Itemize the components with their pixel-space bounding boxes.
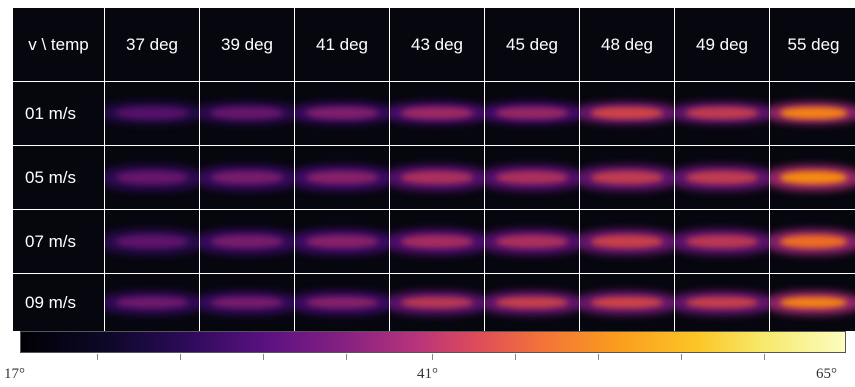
thermal-image [200,82,294,145]
thermal-image [675,210,769,273]
row-header: 05 m/s [13,146,104,209]
thermal-image [675,82,769,145]
thermal-image [675,274,769,331]
thermal-core [401,171,473,184]
thermal-core [116,171,188,184]
thermal-image [485,82,579,145]
thermal-image [295,82,389,145]
thermal-core [211,296,283,309]
row-header: 01 m/s [13,82,104,145]
thermal-image [105,82,199,145]
thermal-image [390,146,484,209]
colorbar-min-label: 17° [4,366,25,382]
thermal-core [306,171,378,184]
colorbar-tick [180,354,181,360]
thermal-core [211,107,283,119]
thermal-core [591,235,663,248]
thermal-core [401,296,473,309]
thermal-core [496,171,568,184]
thermal-core [496,296,568,309]
thermal-core [780,107,847,119]
thermal-core [306,235,378,248]
column-header: 49 deg [675,8,769,81]
thermal-core [401,107,473,119]
thermal-core [496,107,568,119]
thermal-image [485,274,579,331]
thermal-image [105,210,199,273]
column-header: 48 deg [580,8,674,81]
thermal-image [295,274,389,331]
colorbar-tick [681,354,682,360]
corner-label: v \ temp [13,8,104,81]
thermal-core [116,296,188,309]
colorbar-tick [515,354,516,360]
colorbar-tick [263,354,264,360]
thermal-image [390,274,484,331]
column-header: 39 deg [200,8,294,81]
thermal-image [105,274,199,331]
thermal-core [591,296,663,309]
thermal-image [105,146,199,209]
thermal-core [780,235,847,248]
thermal-image [580,82,674,145]
thermal-core [211,171,283,184]
thermal-core [496,235,568,248]
colorbar-tick [432,354,433,360]
thermal-image [200,210,294,273]
colorbar [20,331,846,353]
column-header: 37 deg [105,8,199,81]
thermal-core [780,171,847,184]
colorbar-max-label: 65° [816,366,837,382]
thermal-image [770,82,855,145]
thermal-core [401,235,473,248]
thermal-core [686,296,758,309]
colorbar-tick [764,354,765,360]
column-header: 45 deg [485,8,579,81]
column-header: 43 deg [390,8,484,81]
thermal-image [200,146,294,209]
thermal-core [306,296,378,309]
thermal-core [686,235,758,248]
thermal-image [770,274,855,331]
colorbar-tick [346,354,347,360]
thermal-image [675,146,769,209]
thermal-image [580,210,674,273]
colorbar-tick [598,354,599,360]
thermal-core [591,107,663,119]
thermal-image [295,146,389,209]
thermal-image-grid: v \ temp 37 deg 39 deg 41 deg 43 deg 45 … [13,8,855,331]
colorbar-tick [97,354,98,360]
thermal-image [390,82,484,145]
colorbar-gradient [21,332,845,352]
thermal-image [390,210,484,273]
thermal-image [200,274,294,331]
thermal-core [686,171,758,184]
thermal-core [116,107,188,119]
thermal-core [591,171,663,184]
thermal-image [580,274,674,331]
row-header: 07 m/s [13,210,104,273]
thermal-core [306,107,378,119]
thermal-core [211,235,283,248]
thermal-core [780,296,847,309]
thermal-core [686,107,758,119]
thermal-image [770,146,855,209]
thermal-image [485,146,579,209]
colorbar-mid-label: 41° [417,366,438,382]
thermal-image [580,146,674,209]
thermal-image [485,210,579,273]
row-header: 09 m/s [13,274,104,331]
thermal-core [116,235,188,248]
thermal-image [770,210,855,273]
column-header: 41 deg [295,8,389,81]
column-header: 55 deg [770,8,855,81]
thermal-image [295,210,389,273]
